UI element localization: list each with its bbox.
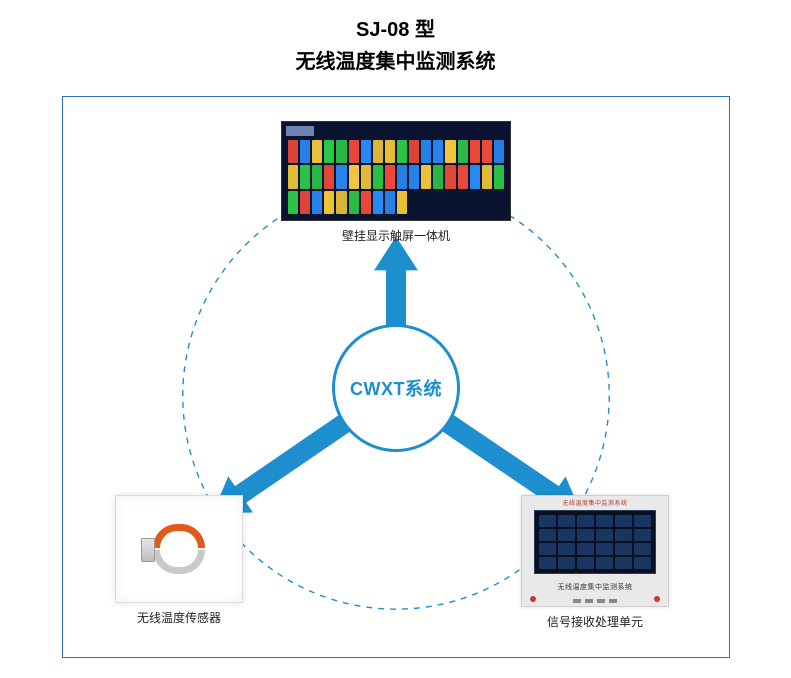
title-line-1: SJ-08 型: [0, 14, 791, 46]
panel-footer-text: 无线温度集中监测系统: [522, 582, 668, 592]
screen-grid: [288, 140, 504, 214]
node-sensor: 无线温度传感器: [115, 495, 243, 626]
node-display-label: 壁挂显示触屏一体机: [342, 227, 450, 244]
hub-circle: CWXT系统: [332, 324, 460, 452]
sensor-ring: [147, 524, 211, 574]
panel-screen-grid: [539, 515, 651, 569]
ring-clip: [141, 538, 155, 562]
title-line-2: 无线温度集中监测系统: [0, 46, 791, 78]
receiver-panel: 无线温度集中监测系统 无线温度集中监测系统: [521, 495, 669, 607]
panel-buttons: [573, 599, 617, 603]
node-receiver-label: 信号接收处理单元: [547, 613, 643, 630]
sensor-box: [115, 495, 243, 603]
panel-led-right: [654, 596, 660, 602]
screen-toolbar: [286, 126, 314, 136]
diagram: CWXT系统 壁挂显示触屏一体机 无线温度传感器 无线温: [63, 97, 729, 657]
panel-screen: [534, 510, 656, 574]
node-sensor-label: 无线温度传感器: [137, 609, 221, 626]
hub-label: CWXT系统: [350, 375, 442, 401]
node-display-unit: 壁挂显示触屏一体机: [281, 121, 511, 244]
arrow-to-top: [374, 237, 418, 329]
diagram-frame: CWXT系统 壁挂显示触屏一体机 无线温度传感器 无线温: [62, 96, 730, 658]
node-receiver: 无线温度集中监测系统 无线温度集中监测系统 信号接收处理单元: [521, 495, 669, 630]
ring-bottom: [153, 550, 205, 574]
panel-header: 无线温度集中监测系统: [532, 498, 658, 506]
display-screen: [281, 121, 511, 221]
title-block: SJ-08 型 无线温度集中监测系统: [0, 0, 791, 78]
ring-top: [153, 524, 205, 548]
panel-led-left: [530, 596, 536, 602]
